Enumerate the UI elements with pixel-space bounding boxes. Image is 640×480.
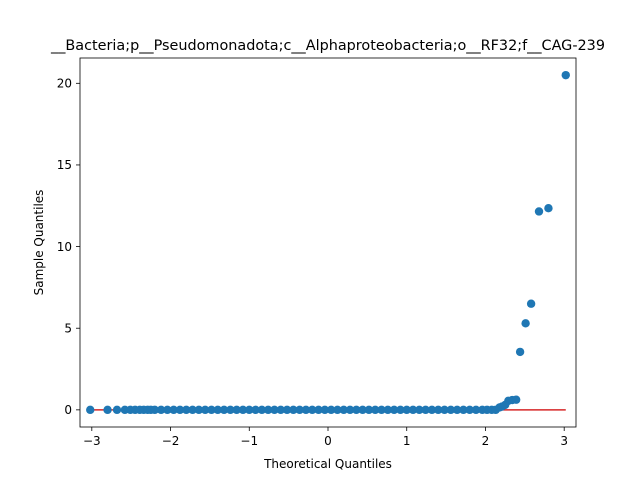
y-tick-label: 10 <box>57 240 72 254</box>
x-axis-label: Theoretical Quantiles <box>263 457 392 471</box>
data-point <box>86 405 95 415</box>
data-point <box>219 405 229 415</box>
data-point <box>270 405 279 415</box>
y-tick-label: 15 <box>57 158 72 172</box>
data-point <box>320 405 330 415</box>
x-axis-ticks: −3 −2 −1 0 1 2 3 <box>83 427 568 448</box>
data-point <box>526 299 536 308</box>
data-point <box>415 405 424 415</box>
data-point <box>295 405 304 415</box>
data-point <box>446 405 456 415</box>
data-point <box>440 405 449 415</box>
x-tick-label: 3 <box>560 434 568 448</box>
data-point <box>352 405 361 415</box>
data-point <box>251 405 260 415</box>
y-tick-label: 5 <box>64 322 72 336</box>
data-point <box>383 405 393 415</box>
data-point <box>452 405 462 415</box>
data-points-layer <box>86 70 570 415</box>
data-point <box>408 405 418 415</box>
data-point <box>521 319 530 328</box>
data-point <box>163 405 172 415</box>
y-axis-label: Sample Quantiles <box>32 190 46 296</box>
data-point <box>182 405 191 415</box>
x-tick-label: 1 <box>403 434 411 448</box>
data-point <box>314 405 323 415</box>
data-point <box>326 405 336 415</box>
data-point <box>263 405 273 415</box>
data-point <box>245 405 254 415</box>
data-point <box>282 405 292 415</box>
data-point <box>421 405 430 415</box>
data-point <box>465 405 474 415</box>
x-tick-label: −2 <box>162 434 180 448</box>
data-point <box>150 405 159 415</box>
data-point <box>402 405 411 415</box>
y-axis-ticks: 0 5 10 15 20 <box>57 77 80 417</box>
plot-area <box>79 57 577 428</box>
y-tick-label: 20 <box>57 77 72 91</box>
data-point <box>169 405 178 415</box>
data-point <box>561 70 570 80</box>
x-tick-label: 0 <box>324 434 332 448</box>
data-point <box>544 204 553 213</box>
data-point <box>103 405 112 415</box>
data-point <box>345 405 355 415</box>
data-point <box>371 405 380 415</box>
data-point <box>427 405 437 415</box>
data-point <box>207 405 216 415</box>
data-point <box>194 405 204 415</box>
x-tick-label: 2 <box>482 434 490 448</box>
data-point <box>358 405 367 415</box>
data-point <box>175 405 185 415</box>
data-point <box>226 405 235 415</box>
data-point <box>112 405 122 415</box>
data-point <box>238 405 248 415</box>
data-point <box>515 347 525 357</box>
data-point <box>188 405 197 415</box>
plot-frame <box>79 57 577 428</box>
data-point <box>389 405 399 415</box>
data-point <box>471 405 481 415</box>
x-tick-label: −3 <box>83 434 101 448</box>
data-point <box>333 405 342 415</box>
data-point <box>276 405 285 415</box>
y-tick-label: 0 <box>64 403 72 417</box>
data-point <box>232 405 241 415</box>
data-point <box>257 405 267 415</box>
data-point <box>301 405 311 415</box>
data-point <box>156 405 166 415</box>
data-point <box>289 405 298 415</box>
data-point <box>459 405 468 415</box>
data-point <box>213 405 222 415</box>
x-tick-label: −1 <box>240 434 258 448</box>
data-point <box>364 405 374 415</box>
data-point <box>339 405 348 415</box>
data-point <box>308 405 317 415</box>
data-point <box>200 405 210 415</box>
data-point <box>396 405 405 415</box>
data-point <box>511 395 521 404</box>
data-point <box>377 405 386 415</box>
chart-title: __Bacteria;p__Pseudomonadota;c__Alphapro… <box>50 38 605 54</box>
data-point <box>434 405 443 415</box>
data-point <box>534 207 544 216</box>
